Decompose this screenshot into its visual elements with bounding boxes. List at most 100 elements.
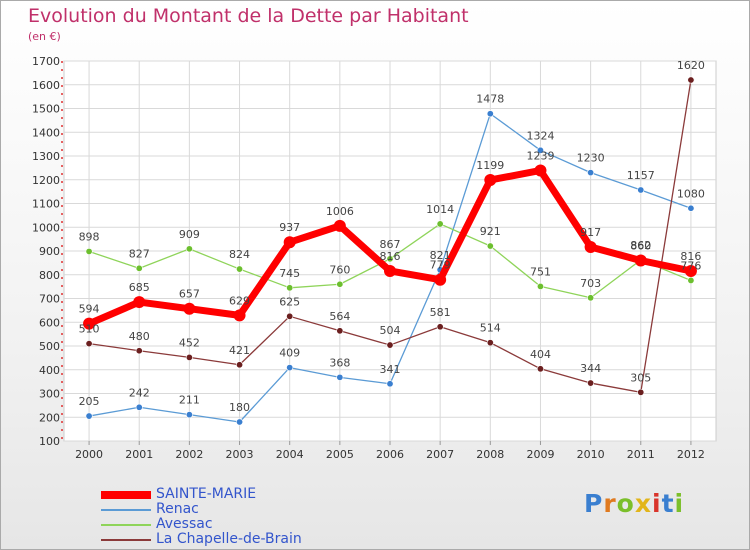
x-tick-label: 2003 <box>226 448 254 461</box>
logo-letter: P <box>584 489 604 518</box>
data-label-renac: 205 <box>79 395 100 408</box>
data-point-sainte-marie <box>133 296 146 309</box>
data-label-avessac: 827 <box>129 247 150 260</box>
data-label-renac: 368 <box>329 356 350 369</box>
data-label-sainte-marie: 1239 <box>526 149 554 162</box>
x-tick-label: 2004 <box>276 448 304 461</box>
data-point-la-chapelle-de-brain <box>687 76 695 84</box>
data-point-avessac <box>436 220 444 228</box>
logo-letter: x <box>634 489 652 518</box>
data-point-sainte-marie <box>484 173 497 186</box>
data-point-avessac <box>386 255 394 263</box>
data-point-sainte-marie <box>534 164 547 177</box>
x-tick-label: 2006 <box>376 448 404 461</box>
data-label-sainte-marie: 685 <box>129 281 150 294</box>
data-label-renac: 1157 <box>627 169 655 182</box>
data-point-avessac <box>587 294 595 302</box>
data-point-la-chapelle-de-brain <box>386 341 394 349</box>
data-label-renac: 341 <box>380 363 401 376</box>
data-label-avessac: 867 <box>380 238 401 251</box>
data-label-sainte-marie: 779 <box>430 259 451 272</box>
data-point-renac <box>85 412 93 420</box>
logo-letter: r <box>603 489 617 518</box>
y-tick-label: 500 <box>39 340 60 353</box>
data-point-la-chapelle-de-brain <box>486 339 494 347</box>
data-point-renac <box>687 204 695 212</box>
data-point-renac <box>236 418 244 426</box>
data-point-sainte-marie <box>434 273 447 286</box>
data-point-la-chapelle-de-brain <box>185 353 193 361</box>
data-point-avessac <box>486 242 494 250</box>
data-label-la-chapelle-de-brain: 480 <box>129 330 150 343</box>
x-tick-label: 2007 <box>426 448 454 461</box>
data-point-renac <box>135 403 143 411</box>
data-point-la-chapelle-de-brain <box>336 327 344 335</box>
data-label-renac: 1478 <box>476 93 504 106</box>
data-label-sainte-marie: 860 <box>630 240 651 253</box>
data-label-la-chapelle-de-brain: 510 <box>79 323 100 336</box>
data-point-avessac <box>336 280 344 288</box>
data-label-avessac: 703 <box>580 277 601 290</box>
y-tick-label: 800 <box>39 269 60 282</box>
data-label-sainte-marie: 816 <box>380 250 401 263</box>
data-label-avessac: 862 <box>630 239 651 252</box>
data-point-avessac <box>135 264 143 272</box>
data-label-la-chapelle-de-brain: 564 <box>329 310 350 323</box>
data-label-renac: 1230 <box>577 152 605 165</box>
data-point-la-chapelle-de-brain <box>286 312 294 320</box>
y-tick-label: 1000 <box>32 221 60 234</box>
data-label-la-chapelle-de-brain: 514 <box>480 322 501 335</box>
proxiti-logo: Proxiti <box>584 489 684 518</box>
x-tick-label: 2010 <box>577 448 605 461</box>
y-tick-label: 1700 <box>32 55 60 68</box>
x-tick-label: 2009 <box>526 448 554 461</box>
data-label-renac: 1080 <box>677 187 705 200</box>
data-point-renac <box>286 364 294 372</box>
data-label-la-chapelle-de-brain: 581 <box>430 306 451 319</box>
legend-swatch <box>101 490 151 499</box>
x-tick-label: 2008 <box>476 448 504 461</box>
chart-title: Evolution du Montant de la Dette par Hab… <box>28 5 469 27</box>
x-tick-label: 2012 <box>677 448 705 461</box>
data-label-renac: 211 <box>179 394 200 407</box>
data-label-la-chapelle-de-brain: 504 <box>380 324 401 337</box>
data-point-avessac <box>687 276 695 284</box>
data-point-renac <box>336 373 344 381</box>
data-label-avessac: 1014 <box>426 203 454 216</box>
data-point-sainte-marie <box>584 240 597 253</box>
data-point-la-chapelle-de-brain <box>236 361 244 369</box>
legend-swatch <box>101 538 151 541</box>
y-tick-label: 700 <box>39 293 60 306</box>
legend-label: La Chapelle-de-Brain <box>156 531 302 547</box>
y-tick-label: 200 <box>39 411 60 424</box>
data-point-renac <box>536 146 544 154</box>
data-label-avessac: 898 <box>79 230 100 243</box>
data-point-la-chapelle-de-brain <box>587 379 595 387</box>
x-tick-label: 2002 <box>175 448 203 461</box>
data-point-renac <box>185 411 193 419</box>
y-tick-label: 1500 <box>32 103 60 116</box>
data-label-sainte-marie: 594 <box>79 303 100 316</box>
data-point-sainte-marie <box>684 264 697 277</box>
data-point-la-chapelle-de-brain <box>436 323 444 331</box>
data-label-sainte-marie: 1006 <box>326 205 354 218</box>
unit-label: (en €) <box>28 30 61 43</box>
data-point-renac <box>486 110 494 118</box>
y-tick-label: 400 <box>39 364 60 377</box>
data-point-sainte-marie <box>183 302 196 315</box>
y-tick-label: 1100 <box>32 198 60 211</box>
y-tick-label: 1300 <box>32 150 60 163</box>
data-label-la-chapelle-de-brain: 625 <box>279 295 300 308</box>
data-point-la-chapelle-de-brain <box>85 340 93 348</box>
data-label-renac: 409 <box>279 347 300 360</box>
data-label-avessac: 760 <box>329 263 350 276</box>
data-label-renac: 821 <box>430 249 451 262</box>
y-tick-label: 900 <box>39 245 60 258</box>
data-point-sainte-marie <box>634 254 647 267</box>
data-point-renac <box>386 380 394 388</box>
data-label-sainte-marie: 917 <box>580 226 601 239</box>
data-point-sainte-marie <box>233 309 246 322</box>
x-tick-label: 2000 <box>75 448 103 461</box>
legend-swatch <box>101 523 151 526</box>
data-point-avessac <box>536 282 544 290</box>
